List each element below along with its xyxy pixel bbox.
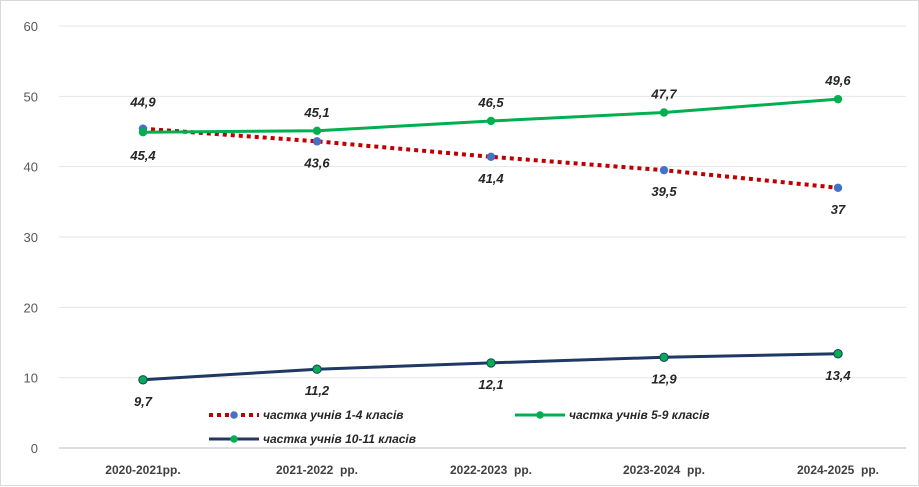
data-point — [659, 352, 669, 362]
legend-label: частка учнів 5-9 класів — [569, 408, 710, 422]
legend-marker — [536, 411, 544, 419]
data-label: 12,1 — [478, 377, 503, 392]
data-point — [312, 364, 322, 374]
series-3 — [138, 349, 843, 385]
y-tick-label: 20 — [24, 300, 38, 315]
x-tick-label: 2023-2024 рр. — [623, 463, 705, 477]
x-tick-label: 2024-2025 рр. — [797, 463, 879, 477]
data-label: 45,4 — [129, 148, 156, 163]
y-tick-label: 0 — [31, 441, 38, 456]
legend-item: частка учнів 5-9 класів — [515, 408, 710, 422]
data-label: 41,4 — [477, 171, 504, 186]
legend-item: частка учнів 10-11 класів — [209, 432, 416, 446]
data-labels: 45,4 43,6 41,4 39,5 37 44,9 45,1 46,5 47,7 49,6 9,… — [129, 73, 851, 409]
data-point — [833, 94, 843, 104]
data-label: 44,9 — [129, 95, 156, 110]
data-point — [486, 358, 496, 368]
data-label: 11,2 — [305, 383, 330, 398]
data-label: 9,7 — [134, 394, 153, 409]
y-tick-label: 50 — [24, 89, 38, 104]
y-tick-label: 60 — [24, 19, 38, 34]
data-label: 12,9 — [651, 371, 677, 386]
y-tick-label: 40 — [24, 160, 38, 175]
x-tick-label: 2020-2021рр. — [105, 463, 180, 477]
data-label: 49,6 — [824, 73, 851, 88]
data-label: 37 — [831, 202, 846, 217]
x-axis-ticks: 2020-2021рр. 2021-2022 рр. 2022-2023 рр. 20… — [105, 463, 879, 477]
data-point — [833, 183, 843, 192]
legend-marker — [230, 411, 238, 419]
data-label: 39,5 — [651, 184, 677, 199]
data-point — [312, 137, 322, 146]
data-point — [138, 375, 148, 385]
series-2 — [138, 94, 843, 137]
x-tick-label: 2022-2023 рр. — [450, 463, 532, 477]
y-tick-label: 30 — [24, 230, 38, 245]
legend-item: частка учнів 1-4 класів — [209, 408, 404, 422]
data-label: 45,1 — [303, 105, 329, 120]
y-axis-ticks: 0 10 20 30 40 50 60 — [24, 19, 38, 456]
data-label: 13,4 — [825, 368, 851, 383]
data-point — [659, 165, 669, 175]
data-label: 47,7 — [650, 87, 677, 102]
legend-label: частка учнів 10-11 класів — [263, 432, 416, 446]
data-label: 43,6 — [303, 155, 330, 170]
data-point — [659, 108, 669, 117]
data-point — [833, 349, 843, 359]
series-layer — [138, 94, 843, 385]
data-point — [312, 126, 322, 135]
data-label: 46,5 — [477, 95, 504, 110]
data-point — [138, 128, 148, 137]
legend-label: частка учнів 1-4 класів — [263, 408, 404, 422]
legend: частка учнів 1-4 класів частка учнів 5-9 … — [209, 408, 710, 446]
data-point — [486, 116, 496, 126]
legend-marker — [230, 435, 238, 443]
x-tick-label: 2021-2022 рр. — [276, 463, 358, 477]
data-point — [486, 152, 496, 162]
y-tick-label: 10 — [24, 371, 38, 386]
